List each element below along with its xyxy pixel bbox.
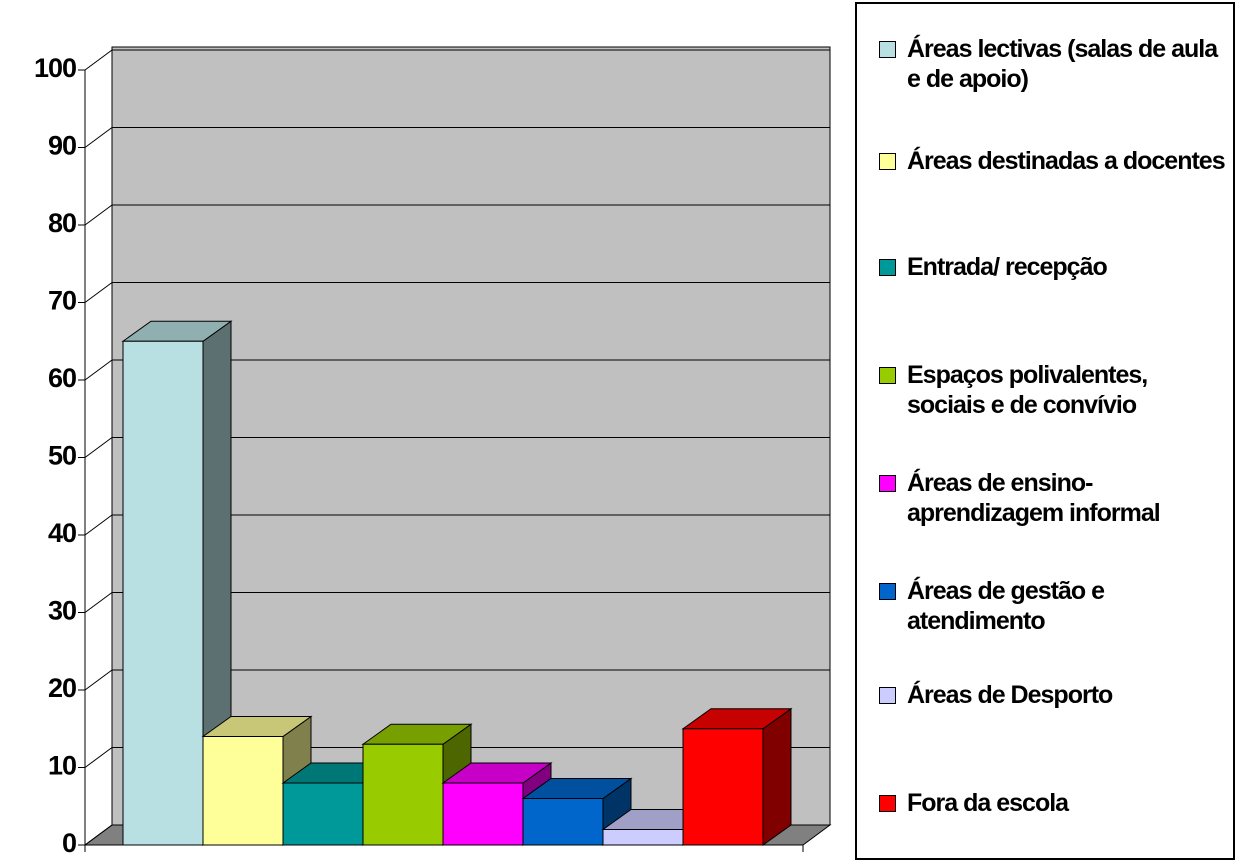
y-tick-label: 60 xyxy=(48,363,76,393)
legend-swatch xyxy=(879,795,896,812)
y-tick-label: 100 xyxy=(34,53,76,83)
legend-entry: Fora da escola xyxy=(877,788,1227,818)
legend-swatch xyxy=(879,41,896,58)
bar xyxy=(362,743,444,846)
bar xyxy=(682,728,764,846)
legend-entry: Áreas destinadas a docentes xyxy=(877,146,1227,176)
bar xyxy=(522,798,604,846)
tick-connector xyxy=(84,514,113,536)
bar xyxy=(122,340,204,846)
chart: 0 10 20 30 40 50 60 70 80 90 100 xyxy=(34,46,832,858)
y-tick-label: 70 xyxy=(48,286,76,316)
bar xyxy=(602,829,684,846)
bar-side xyxy=(762,707,792,846)
tick-connector xyxy=(84,204,113,226)
legend-entry: Espaços polivalentes, sociais e de conví… xyxy=(877,360,1227,420)
y-tick-label: 20 xyxy=(48,673,76,703)
legend-label: Áreas de ensino-aprendizagem informal xyxy=(907,469,1161,527)
legend-entry: Áreas de Desporto xyxy=(877,680,1227,710)
legend-label: Áreas destinadas a docentes xyxy=(907,147,1226,175)
tick-connector xyxy=(84,282,113,303)
bar xyxy=(282,782,364,846)
y-tick-label: 40 xyxy=(48,518,76,548)
legend-entry: Áreas lectivas (salas de aula e de apoio… xyxy=(877,34,1227,94)
legend-entry: Áreas de ensino-aprendizagem informal xyxy=(877,468,1227,528)
tick-connector xyxy=(84,592,113,613)
tick-connector xyxy=(84,824,113,846)
y-tick-label: 50 xyxy=(48,441,76,471)
bar xyxy=(202,736,284,846)
y-tick-label: 10 xyxy=(48,751,76,781)
tick-connector xyxy=(84,669,113,691)
legend-entry: Áreas de gestão e atendimento xyxy=(877,576,1227,636)
tick-connector xyxy=(84,359,113,381)
legend-label: Áreas de gestão e atendimento xyxy=(907,577,1105,635)
y-tick-label: 80 xyxy=(48,208,76,238)
legend: Áreas lectivas (salas de aula e de apoio… xyxy=(855,2,1235,860)
legend-swatch xyxy=(879,583,896,600)
bar xyxy=(442,782,524,846)
y-tick-label: 30 xyxy=(48,596,76,626)
y-tick-label: 90 xyxy=(48,131,76,161)
legend-label: Áreas de Desporto xyxy=(907,681,1113,709)
tick-connector xyxy=(84,127,113,148)
legend-swatch xyxy=(879,153,896,170)
tick-connector xyxy=(84,49,113,71)
legend-swatch xyxy=(879,475,896,492)
legend-label: Espaços polivalentes, sociais e de conví… xyxy=(907,361,1148,419)
tick-connector xyxy=(84,437,113,458)
legend-label: Entrada/ recepção xyxy=(907,253,1108,281)
legend-label: Fora da escola xyxy=(907,789,1069,817)
legend-swatch xyxy=(879,367,896,384)
legend-swatch xyxy=(879,259,896,276)
legend-label: Áreas lectivas (salas de aula e de apoio… xyxy=(907,35,1218,93)
back-wall xyxy=(111,46,831,826)
y-tick-label: 0 xyxy=(62,828,76,858)
legend-swatch xyxy=(879,687,896,704)
legend-entry: Entrada/ recepção xyxy=(877,252,1227,282)
tick-connector xyxy=(84,747,113,768)
